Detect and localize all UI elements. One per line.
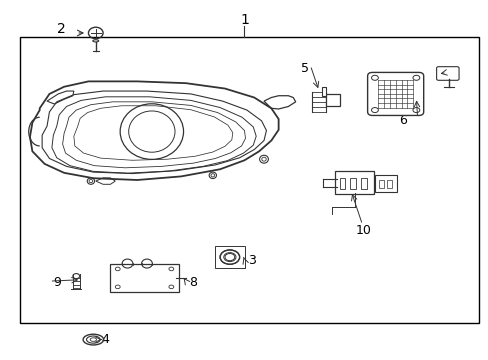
Bar <box>349 178 355 189</box>
Text: 8: 8 <box>189 276 197 289</box>
Bar <box>360 178 366 189</box>
Text: 7: 7 <box>449 69 457 82</box>
Text: 4: 4 <box>102 333 109 346</box>
FancyBboxPatch shape <box>374 175 396 192</box>
FancyBboxPatch shape <box>214 246 244 268</box>
FancyBboxPatch shape <box>367 72 423 116</box>
Bar <box>378 180 383 188</box>
Text: 5: 5 <box>301 62 309 75</box>
Text: 10: 10 <box>355 224 371 237</box>
Bar <box>20 37 478 323</box>
Bar <box>339 178 345 189</box>
Text: 3: 3 <box>247 254 255 267</box>
Text: 1: 1 <box>240 13 248 27</box>
Bar <box>386 180 391 188</box>
Bar <box>326 94 339 107</box>
Text: 6: 6 <box>398 114 406 127</box>
FancyBboxPatch shape <box>110 264 178 292</box>
Bar <box>321 87 326 96</box>
Text: 2: 2 <box>57 22 66 36</box>
Text: 9: 9 <box>53 276 61 289</box>
FancyBboxPatch shape <box>334 171 373 194</box>
FancyBboxPatch shape <box>436 67 458 80</box>
